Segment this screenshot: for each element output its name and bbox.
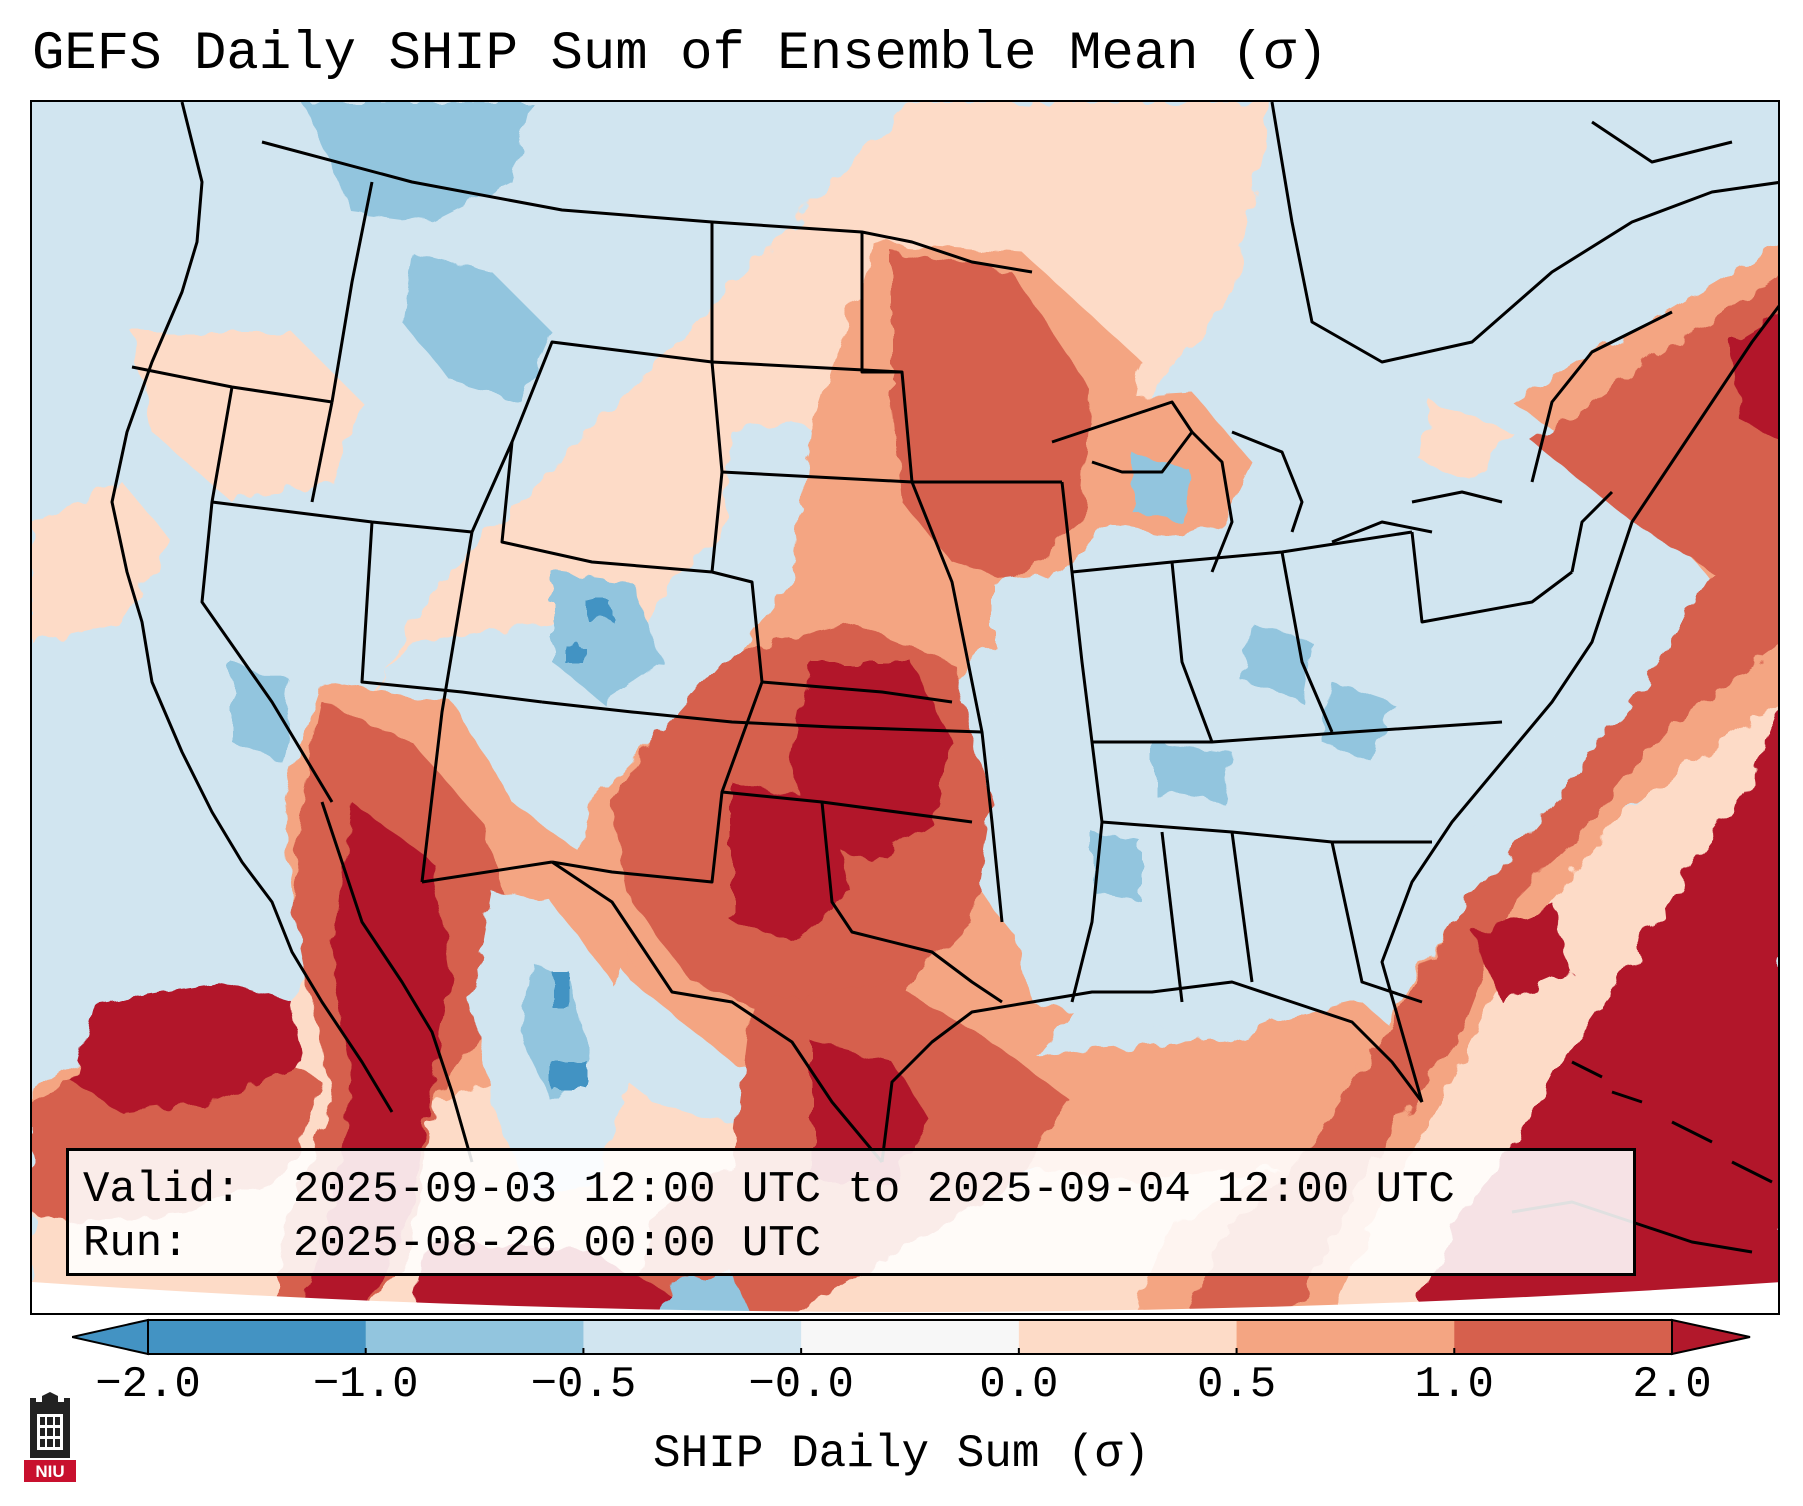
chart-title: GEFS Daily SHIP Sum of Ensemble Mean (σ) [32,24,1329,85]
valid-run-info-box: Valid: 2025-09-03 12:00 UTC to 2025-09-04… [66,1148,1636,1276]
colorbar-extend-high [1671,1318,1751,1356]
map-panel [30,100,1780,1315]
run-label: Run: [83,1219,189,1269]
colorbar-tick-label: −1.0 [312,1360,419,1410]
run-line: Run: 2025-08-26 00:00 UTC [83,1217,1633,1271]
colorbar-tick-label: 1.0 [1414,1360,1494,1410]
niu-logo: NIU [24,1392,76,1482]
colorbar-segment [365,1320,584,1354]
valid-line: Valid: 2025-09-03 12:00 UTC to 2025-09-04… [83,1163,1633,1217]
colorbar-segment [1454,1320,1673,1354]
colorbar-tick-label: −0.5 [530,1360,637,1410]
colorbar-tick-label: −0.0 [748,1360,854,1410]
colorbar-segment [583,1320,802,1354]
state-borders [110,102,1778,1254]
colorbar-tick-label: −2.0 [95,1360,201,1410]
logo-text: NIU [35,1462,64,1481]
run-value: 2025-08-26 00:00 UTC [293,1219,822,1269]
valid-label: Valid: [83,1165,242,1215]
colorbar-tick-label: 0.5 [1196,1360,1277,1410]
colorbar-segment [1018,1320,1238,1354]
projection-edge [32,1282,1778,1313]
colorbar-tick-label: 0.0 [979,1360,1059,1410]
colorbar-segment [1236,1320,1455,1354]
map-canvas [32,102,1778,1313]
colorbar-label: SHIP Daily Sum (σ) [653,1428,1150,1480]
valid-value: 2025-09-03 12:00 UTC to 2025-09-04 12:00… [293,1165,1455,1215]
colorbar-outline [147,1319,1673,1355]
colorbar-segment [801,1320,1020,1354]
colorbar-extend-low [72,1318,149,1356]
colorbar-tick-label: 2.0 [1632,1360,1712,1410]
colorbar [72,1318,1751,1356]
logo-banner [24,1460,76,1482]
colorbar-segment [148,1320,367,1354]
anomaly-shading [32,102,1778,1313]
